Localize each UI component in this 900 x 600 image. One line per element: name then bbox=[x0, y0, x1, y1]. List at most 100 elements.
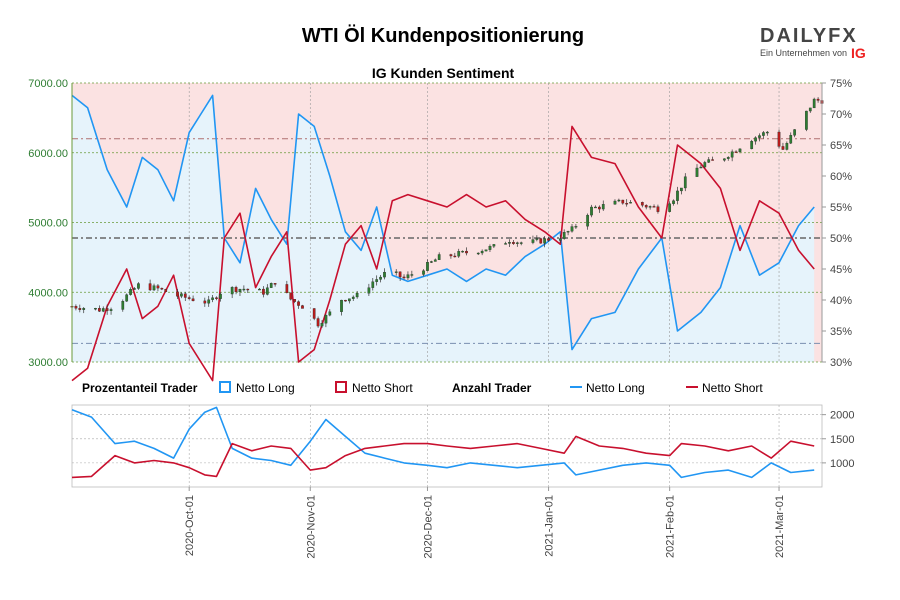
candle-body bbox=[789, 135, 793, 144]
candle-body bbox=[125, 294, 129, 302]
legend-pct-long-swatch bbox=[219, 381, 231, 393]
candle-body bbox=[535, 238, 539, 240]
price-candle bbox=[492, 243, 496, 248]
candle-body bbox=[449, 254, 453, 257]
price-candle bbox=[238, 288, 242, 297]
pct-tick-label: 40% bbox=[830, 295, 852, 307]
price-candle bbox=[176, 289, 179, 299]
price-tick-label: 3000.00 bbox=[28, 357, 68, 369]
candle-body bbox=[777, 131, 781, 147]
pct-tick-label: 60% bbox=[830, 171, 852, 183]
price-candle bbox=[765, 130, 769, 136]
candle-body bbox=[519, 242, 523, 244]
legend-count-short: Netto Short bbox=[702, 381, 763, 395]
candle-body bbox=[652, 206, 656, 208]
candle-body bbox=[539, 238, 543, 244]
price-candle bbox=[262, 286, 265, 298]
price-candle bbox=[398, 271, 402, 282]
pct-tick-label: 50% bbox=[830, 233, 852, 245]
price-candle bbox=[191, 295, 195, 302]
candle-body bbox=[707, 159, 711, 163]
candle-body bbox=[476, 252, 480, 255]
price-candle bbox=[754, 136, 757, 145]
price-candle bbox=[422, 269, 425, 277]
price-candle bbox=[180, 292, 183, 299]
legend-pct-short: Netto Short bbox=[352, 381, 413, 395]
price-candle bbox=[78, 304, 82, 313]
candle-body bbox=[680, 187, 683, 192]
price-candle bbox=[812, 97, 816, 109]
price-candle bbox=[640, 201, 644, 208]
candle-body bbox=[347, 298, 351, 302]
price-candle bbox=[629, 199, 632, 204]
price-candle bbox=[137, 282, 140, 290]
price-candle bbox=[74, 304, 78, 311]
price-candle bbox=[656, 204, 660, 214]
candle-body bbox=[367, 287, 371, 294]
date-tick-label: 2020-Dec-01 bbox=[422, 495, 434, 559]
price-candle bbox=[383, 268, 386, 280]
candle-body bbox=[289, 292, 293, 300]
candle-body bbox=[547, 238, 550, 241]
price-candle bbox=[187, 295, 191, 300]
candle-body bbox=[594, 206, 597, 209]
price-candle bbox=[722, 158, 726, 162]
candle-body bbox=[492, 244, 496, 247]
price-candle bbox=[789, 132, 793, 145]
price-tick-label: 5000.00 bbox=[28, 218, 68, 230]
candle-body bbox=[672, 200, 675, 204]
price-candle bbox=[125, 293, 129, 302]
price-candle bbox=[297, 300, 300, 309]
price-candle bbox=[531, 235, 535, 245]
price-candle bbox=[258, 287, 261, 291]
candle-body bbox=[457, 251, 461, 257]
price-candle bbox=[156, 283, 160, 292]
candle-body bbox=[805, 110, 808, 130]
price-candle bbox=[707, 157, 711, 163]
legend-pct-long: Netto Long bbox=[236, 381, 295, 395]
candle-body bbox=[625, 203, 629, 205]
candle-body bbox=[644, 205, 648, 208]
candle-body bbox=[234, 287, 238, 293]
candle-body bbox=[543, 238, 547, 244]
price-candle bbox=[683, 173, 687, 192]
price-candle bbox=[215, 296, 218, 301]
price-candle bbox=[672, 199, 675, 206]
candle-body bbox=[703, 162, 707, 168]
chart-title: WTI Öl Kundenpositionierung bbox=[302, 24, 584, 47]
candle-body bbox=[375, 279, 379, 282]
price-candle bbox=[808, 107, 812, 113]
candle-body bbox=[613, 200, 617, 205]
candle-body bbox=[265, 287, 269, 295]
price-candle bbox=[699, 164, 703, 169]
price-candle bbox=[242, 285, 246, 292]
lower-panel-series bbox=[71, 406, 815, 479]
price-candle bbox=[457, 248, 461, 258]
pct-tick-label: 35% bbox=[830, 326, 852, 338]
price-candle bbox=[219, 292, 222, 302]
count-tick-label: 1000 bbox=[830, 458, 854, 470]
dailyfx-logo: DAILYFX Ein Unternehmen von IG bbox=[760, 25, 866, 61]
price-candle bbox=[246, 288, 250, 293]
price-candle bbox=[750, 139, 754, 150]
price-candles bbox=[70, 97, 824, 328]
price-candle bbox=[289, 292, 293, 301]
candle-body bbox=[785, 143, 789, 150]
candle-body bbox=[750, 141, 754, 150]
candle-body bbox=[586, 214, 589, 227]
candle-body bbox=[640, 202, 644, 206]
price-candle bbox=[379, 275, 382, 283]
candle-body bbox=[566, 231, 570, 233]
candle-body bbox=[722, 158, 726, 161]
candle-body bbox=[74, 306, 78, 309]
count-tick-label: 1500 bbox=[830, 434, 854, 446]
candle-body bbox=[101, 308, 105, 312]
count-short-line bbox=[71, 435, 815, 479]
candle-body bbox=[793, 129, 797, 136]
candle-body bbox=[781, 146, 785, 150]
brand-tagline: Ein Unternehmen von bbox=[760, 48, 847, 58]
candle-body bbox=[765, 131, 769, 134]
price-tick-label: 6000.00 bbox=[28, 148, 68, 160]
candle-body bbox=[406, 274, 410, 279]
candle-body bbox=[379, 276, 382, 280]
